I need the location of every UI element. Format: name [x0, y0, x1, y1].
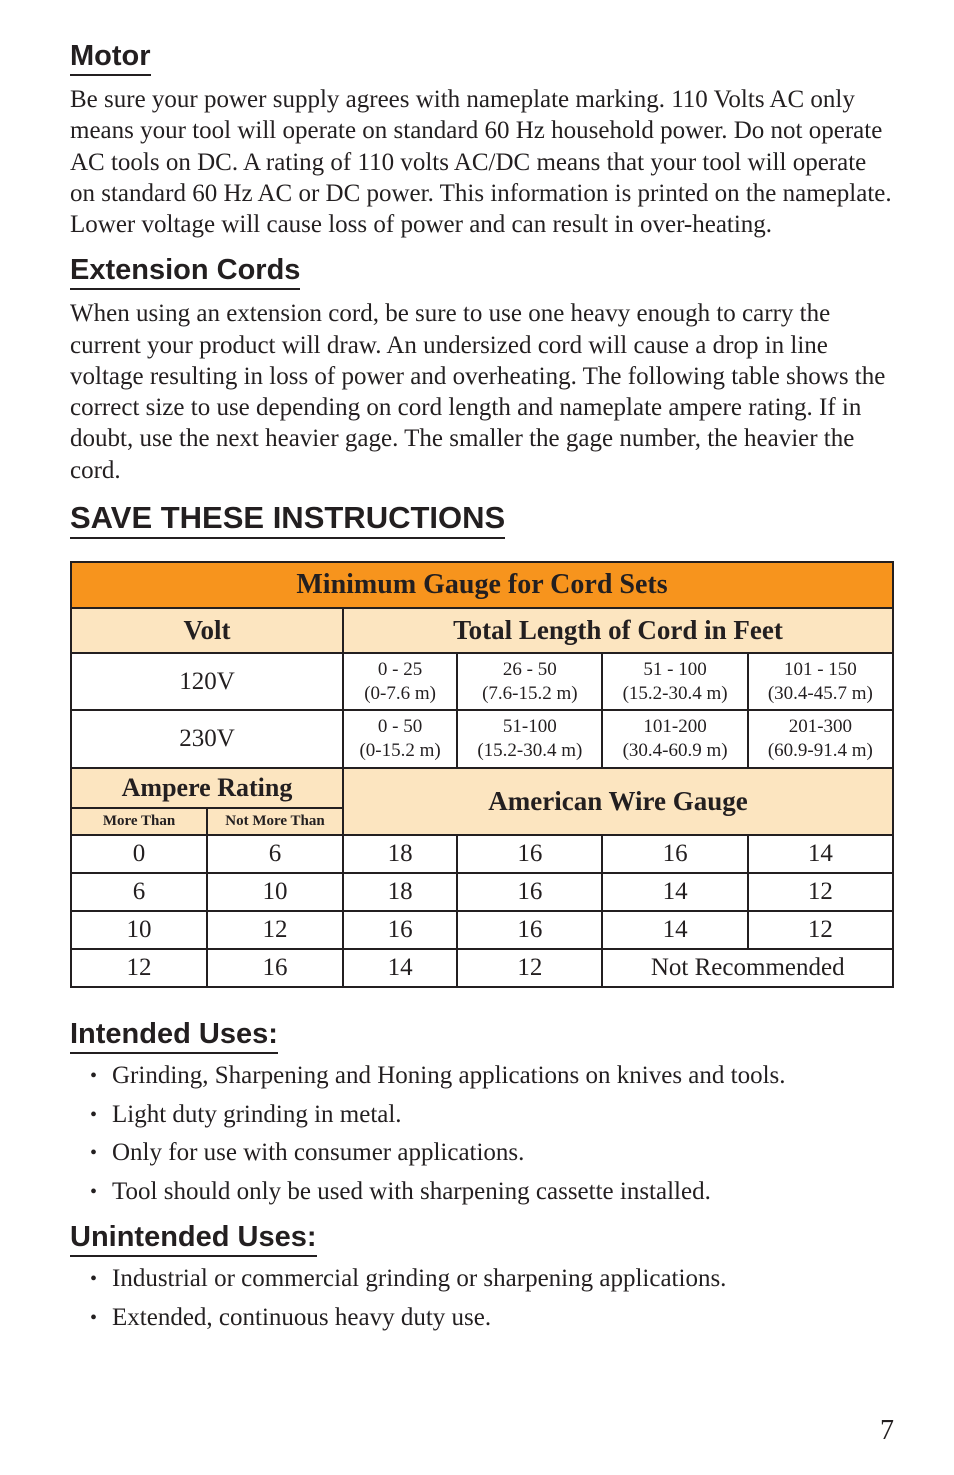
not-more-label: Not More Than: [225, 813, 324, 829]
table-row: 10 12 16 16 14 12: [71, 911, 893, 949]
data-cell: 10: [71, 911, 207, 949]
data-cell: 16: [457, 873, 602, 911]
total-length-header: Total Length of Cord in Feet: [343, 608, 893, 653]
range-cell: 0 - 25 (0-7.6 m): [343, 653, 457, 711]
data-cell: 16: [207, 949, 343, 987]
range-cell: 0 - 50 (0-15.2 m): [343, 710, 457, 768]
table-row: 120V 0 - 25 (0-7.6 m) 26 - 50 (7.6-15.2 m)…: [71, 653, 893, 711]
page-number: 7: [880, 1415, 894, 1447]
data-cell: 16: [457, 911, 602, 949]
data-cell: 18: [343, 873, 457, 911]
data-cell: 16: [602, 835, 747, 873]
data-cell: 14: [748, 835, 893, 873]
section-heading-extension: Extension Cords: [70, 254, 300, 290]
data-cell: 12: [71, 949, 207, 987]
data-cell: 10: [207, 873, 343, 911]
range-m: (15.2-30.4 m): [477, 740, 582, 761]
table-row: 6 10 18 16 14 12: [71, 873, 893, 911]
table-row: Ampere Rating American Wire Gauge: [71, 768, 893, 808]
range-cell: 101-200 (30.4-60.9 m): [602, 710, 747, 768]
range-ft: 0 - 50: [378, 716, 422, 737]
volt-120: 120V: [71, 653, 343, 711]
section-heading-unintended: Unintended Uses:: [70, 1221, 317, 1257]
table-row: 0 6 18 16 16 14: [71, 835, 893, 873]
range-ft: 101-200: [643, 716, 706, 737]
intended-uses-list: Grinding, Sharpening and Honing applicat…: [70, 1062, 894, 1207]
data-cell: 12: [748, 911, 893, 949]
gauge-table: Minimum Gauge for Cord Sets Volt Total L…: [70, 561, 894, 988]
data-cell: 12: [457, 949, 602, 987]
range-ft: 51 - 100: [643, 659, 706, 680]
range-cell: 51-100 (15.2-30.4 m): [457, 710, 602, 768]
more-than-header: More Than: [71, 808, 207, 835]
data-cell: 16: [457, 835, 602, 873]
range-cell: 51 - 100 (15.2-30.4 m): [602, 653, 747, 711]
range-ft: 51-100: [503, 716, 557, 737]
range-m: (15.2-30.4 m): [623, 683, 728, 704]
range-cell: 201-300 (60.9-91.4 m): [748, 710, 893, 768]
list-item: Only for use with consumer applications.: [112, 1139, 894, 1168]
range-m: (30.4-60.9 m): [623, 740, 728, 761]
data-cell: 18: [343, 835, 457, 873]
list-item: Grinding, Sharpening and Honing applicat…: [112, 1062, 894, 1091]
table-title-row: Minimum Gauge for Cord Sets: [71, 562, 893, 608]
range-ft: 0 - 25: [378, 659, 422, 680]
range-m: (0-15.2 m): [359, 740, 440, 761]
table-row: 230V 0 - 50 (0-15.2 m) 51-100 (15.2-30.4 m…: [71, 710, 893, 768]
data-cell: 6: [71, 873, 207, 911]
data-cell: 14: [602, 911, 747, 949]
range-ft: 26 - 50: [503, 659, 557, 680]
data-cell: 0: [71, 835, 207, 873]
awg-header: American Wire Gauge: [343, 768, 893, 835]
volt-header: Volt: [71, 608, 343, 653]
list-item: Light duty grinding in metal.: [112, 1101, 894, 1130]
range-cell: 26 - 50 (7.6-15.2 m): [457, 653, 602, 711]
range-m: (30.4-45.7 m): [768, 683, 873, 704]
table-row: Volt Total Length of Cord in Feet: [71, 608, 893, 653]
range-cell: 101 - 150 (30.4-45.7 m): [748, 653, 893, 711]
volt-230: 230V: [71, 710, 343, 768]
paragraph-extension: When using an extension cord, be sure to…: [70, 298, 894, 486]
data-cell: 16: [343, 911, 457, 949]
table-title-cell: Minimum Gauge for Cord Sets: [71, 562, 893, 608]
section-heading-intended: Intended Uses:: [70, 1018, 278, 1054]
not-more-than-header: Not More Than: [207, 808, 343, 835]
unintended-uses-list: Industrial or commercial grinding or sha…: [70, 1265, 894, 1333]
list-item: Industrial or commercial grinding or sha…: [112, 1265, 894, 1294]
list-item: Tool should only be used with sharpening…: [112, 1178, 894, 1207]
not-recommended-cell: Not Recommended: [602, 949, 893, 987]
range-m: (60.9-91.4 m): [768, 740, 873, 761]
ampere-header: Ampere Rating: [71, 768, 343, 808]
range-m: (7.6-15.2 m): [482, 683, 578, 704]
data-cell: 14: [602, 873, 747, 911]
range-ft: 101 - 150: [784, 659, 857, 680]
section-heading-motor: Motor: [70, 40, 151, 76]
data-cell: 6: [207, 835, 343, 873]
data-cell: 12: [748, 873, 893, 911]
range-ft: 201-300: [789, 716, 852, 737]
data-cell: 12: [207, 911, 343, 949]
list-item: Extended, continuous heavy duty use.: [112, 1304, 894, 1333]
data-cell: 14: [343, 949, 457, 987]
table-row: 12 16 14 12 Not Recommended: [71, 949, 893, 987]
section-heading-save: SAVE THESE INSTRUCTIONS: [70, 500, 505, 539]
range-m: (0-7.6 m): [364, 683, 436, 704]
paragraph-motor: Be sure your power supply agrees with na…: [70, 84, 894, 240]
